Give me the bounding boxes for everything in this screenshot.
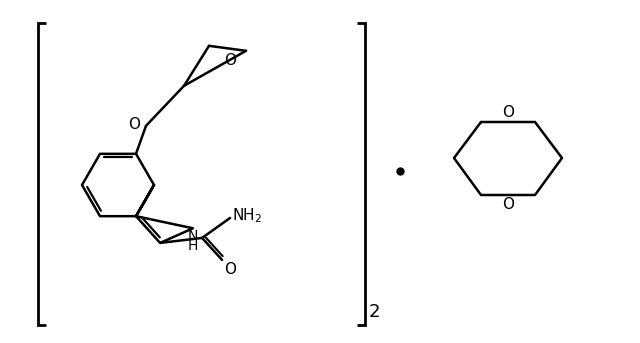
Text: O: O: [502, 105, 514, 120]
Text: N: N: [188, 229, 198, 243]
Text: O: O: [128, 117, 140, 132]
Text: O: O: [225, 53, 237, 68]
Text: NH$_2$: NH$_2$: [232, 206, 262, 225]
Text: O: O: [502, 197, 514, 212]
Text: 2: 2: [369, 303, 381, 321]
Text: H: H: [188, 239, 198, 253]
Text: O: O: [224, 262, 236, 277]
